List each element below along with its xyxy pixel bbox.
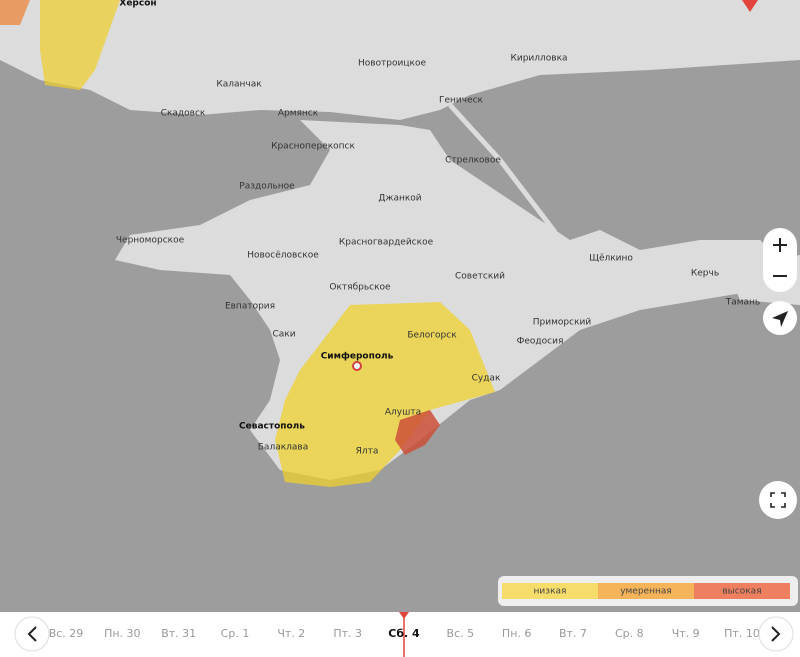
fullscreen-icon (770, 492, 786, 508)
city-label: Геническ (439, 96, 484, 106)
day-label: Пн. 6 (502, 627, 531, 640)
timeline (0, 612, 800, 657)
zone-low (40, 0, 120, 90)
city-label: Армянск (278, 109, 319, 119)
city-label: Алушта (385, 408, 421, 418)
mainland (0, 0, 800, 120)
day-label: Вт. 31 (161, 627, 196, 640)
city-label: Октябрьское (329, 283, 391, 293)
pin (742, 0, 758, 12)
legend-swatch (502, 583, 598, 599)
prev-icon (27, 626, 37, 642)
city-label: Красноперекопск (271, 142, 355, 152)
crimea (115, 120, 790, 480)
legend-swatch (598, 583, 694, 599)
city-label: Новосёловское (247, 251, 319, 261)
city-label: Керчь (691, 269, 719, 279)
zone-high (395, 410, 440, 455)
city-label: Джанкой (378, 194, 421, 204)
day-label: Вс. 29 (49, 627, 84, 640)
zoom-in[interactable] (773, 238, 787, 252)
day-label: Ср. 1 (221, 627, 250, 640)
arabat-spit (448, 103, 557, 234)
next-button[interactable] (758, 616, 794, 652)
city-label: Херсон (119, 0, 156, 9)
day-label: Чт. 9 (672, 627, 700, 640)
city-label: Ялта (356, 447, 379, 457)
city-label: Приморский (533, 318, 592, 328)
zoom-control[interactable] (763, 228, 797, 292)
city-label: Советский (455, 272, 505, 282)
city-label: Щёлкино (589, 254, 633, 264)
day-label: Вс. 5 (447, 627, 475, 640)
timeline-days: Вс. 29 Пн. 30 Вт. 31 Ср. 1 Чт. 2 Пт. 3 Сб. 4 Вс… (49, 612, 760, 657)
city-label: Судак (472, 374, 501, 384)
day-label: Вт. 7 (559, 627, 587, 640)
city-label: Кирилловка (510, 54, 567, 64)
city-label: Новотроицкое (358, 59, 426, 69)
city-label: Белогорск (407, 331, 457, 341)
day-label: Ср. 8 (615, 627, 644, 640)
city-label: Саки (272, 330, 295, 340)
day-label: Пт. 10 (724, 627, 760, 640)
city-label: Стрелковое (445, 156, 501, 166)
zone-moderate (0, 0, 30, 25)
city-label: Евпатория (225, 302, 275, 312)
city-label: Скадовск (161, 109, 206, 119)
city-label: Симферополь (321, 352, 394, 362)
city-label: Черноморское (116, 236, 185, 246)
city-label: Феодосия (517, 337, 564, 347)
day-label: Пн. 30 (104, 627, 140, 640)
legend-label: высокая (722, 587, 761, 597)
capital-marker (352, 361, 362, 371)
city-label: Балаклава (258, 443, 308, 453)
legend: низкая умеренная высокая (502, 583, 790, 599)
city-label: Красногвардейское (339, 238, 434, 248)
day-label: Пт. 3 (333, 627, 362, 640)
locate-icon (772, 311, 788, 327)
city-label: Севастополь (239, 422, 305, 432)
legend-swatch (694, 583, 790, 599)
city-label: Каланчак (216, 80, 262, 90)
prev-button[interactable] (14, 616, 50, 652)
day-marker-head (399, 612, 409, 619)
zone-low (275, 302, 495, 487)
legend-label: низкая (534, 587, 567, 597)
day-label: Чт. 2 (277, 627, 305, 640)
city-label: Тамань (725, 298, 761, 308)
fullscreen-button[interactable] (759, 481, 797, 519)
map-labels: Херсон Новотроицкое Кирилловка Каланчак Армя… (116, 0, 760, 457)
legend-label: умеренная (620, 587, 672, 597)
city-label: Раздольное (239, 182, 295, 192)
next-icon (771, 626, 781, 642)
